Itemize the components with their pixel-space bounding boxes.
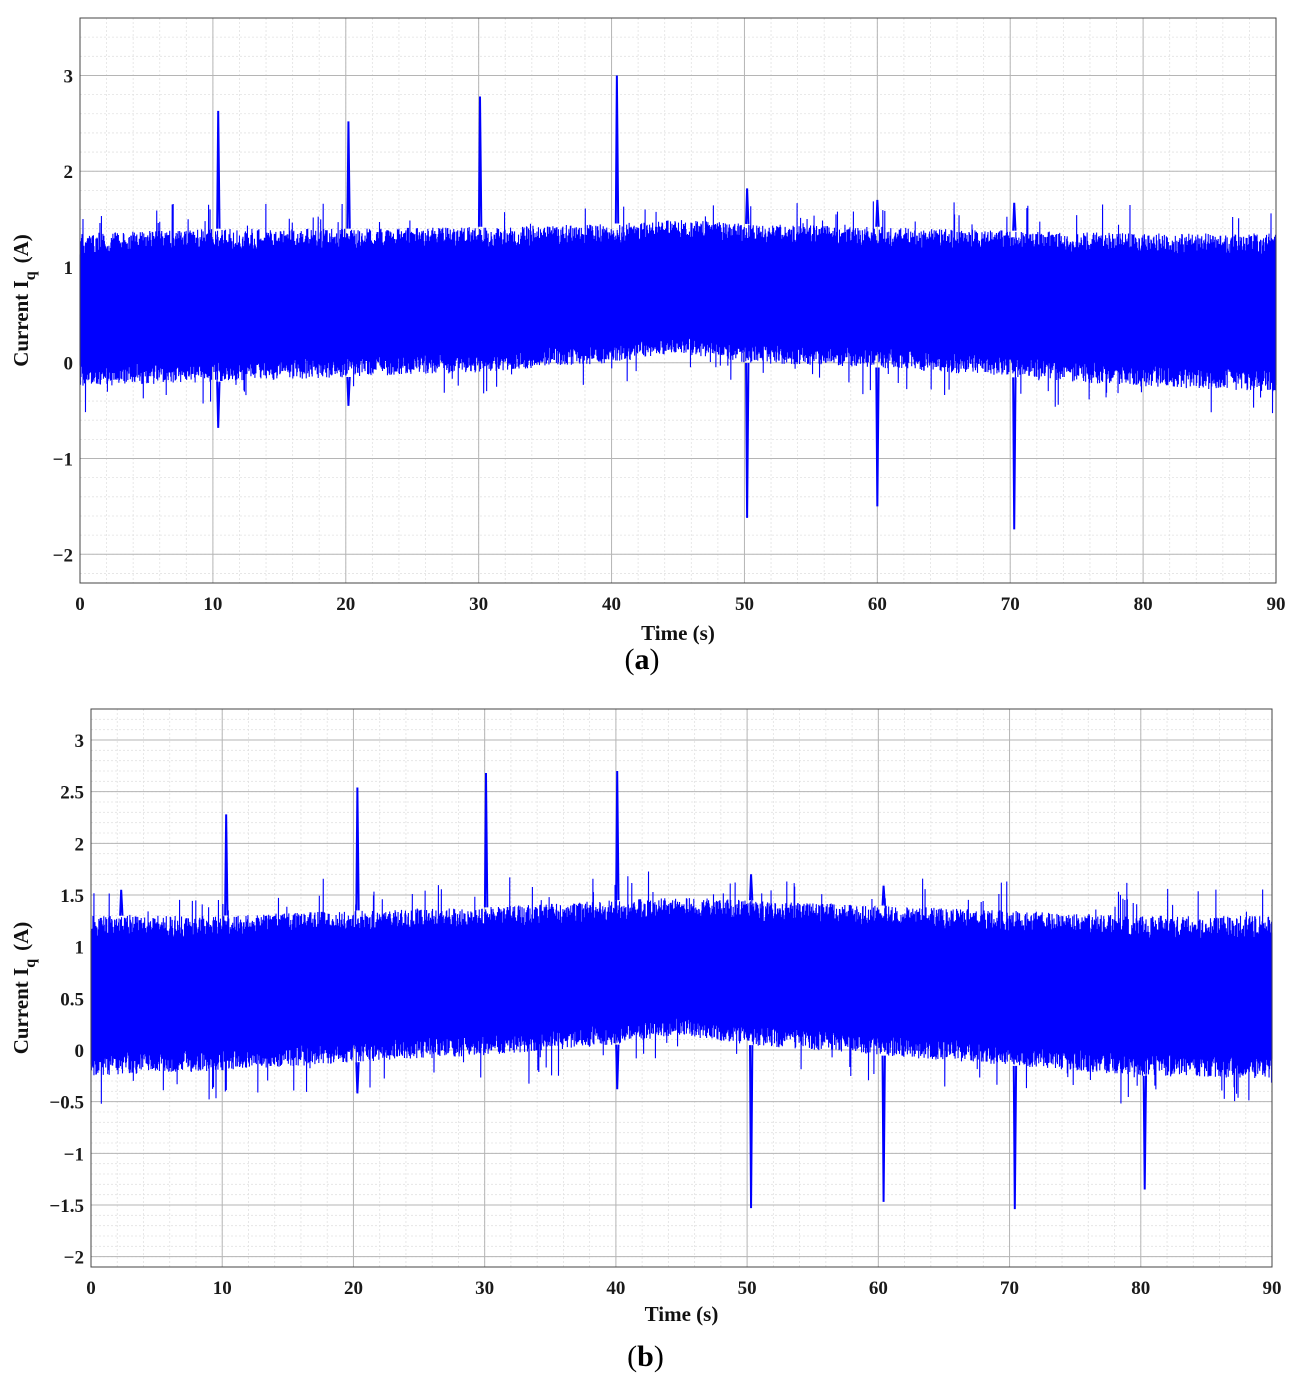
x-tick-label: 0 <box>75 594 85 615</box>
x-tick-label: 80 <box>1134 594 1153 615</box>
x-tick-label: 60 <box>868 594 887 615</box>
spike <box>875 199 880 227</box>
signal-core <box>91 917 1272 1055</box>
x-tick-label: 20 <box>336 594 355 615</box>
y-tick-labels: −2 −1.5 −1 −0.5 0 0.5 1 1.5 2 2.5 3 <box>49 731 84 1269</box>
spike <box>119 889 124 916</box>
x-axis-label: Time (s) <box>641 621 715 645</box>
spike <box>615 1044 620 1090</box>
spike <box>745 362 750 518</box>
y-tick-label: 2 <box>75 834 85 855</box>
y-tick-label: 2.5 <box>60 783 84 804</box>
plot-frame <box>79 17 1277 584</box>
x-tick-labels: 0 10 20 30 40 50 60 70 80 90 <box>86 1278 1281 1299</box>
x-tick-label: 0 <box>86 1278 96 1299</box>
y-axis-label: Current Iq(A) <box>9 234 39 367</box>
spike <box>346 121 351 229</box>
x-tick-label: 20 <box>344 1278 363 1299</box>
spike <box>881 885 886 906</box>
spike <box>216 381 221 428</box>
spike <box>881 1055 886 1202</box>
x-tick-label: 60 <box>869 1278 888 1299</box>
spike <box>224 814 229 916</box>
x-axis-label: Time (s) <box>645 1302 719 1326</box>
y-tick-label: 0.5 <box>60 989 84 1010</box>
x-tick-label: 10 <box>203 594 222 615</box>
panel-label: (b) <box>627 1340 664 1373</box>
x-tick-label: 50 <box>738 1278 757 1299</box>
spike <box>748 874 754 901</box>
spike <box>745 188 750 224</box>
x-tick-label: 30 <box>475 1278 494 1299</box>
x-tick-label: 70 <box>1000 1278 1019 1299</box>
spike <box>615 770 620 901</box>
x-tick-label: 30 <box>469 594 488 615</box>
y-tick-label: −2 <box>53 545 73 566</box>
y-tick-label: 0 <box>75 1041 85 1062</box>
spike <box>875 367 880 507</box>
spike <box>477 96 483 227</box>
y-tick-label: 1.5 <box>60 886 84 907</box>
x-tick-label: 80 <box>1131 1278 1150 1299</box>
spike <box>355 787 360 911</box>
signal-trace <box>79 75 1277 530</box>
y-tick-label: 2 <box>64 162 74 183</box>
x-tick-label: 40 <box>606 1278 625 1299</box>
x-tick-label: 70 <box>1001 594 1020 615</box>
y-tick-label: −1 <box>53 450 73 471</box>
spike <box>748 1045 754 1209</box>
y-tick-label: 1 <box>64 258 74 279</box>
y-tick-label: 3 <box>75 731 85 752</box>
y-tick-label: −1 <box>64 1144 84 1165</box>
y-tick-label: 3 <box>64 66 74 87</box>
x-tick-label: 90 <box>1263 1278 1282 1299</box>
chart-panel-b: 0 10 20 30 40 50 60 70 80 90 −2 −1.5 −1 −0.5 0 0.5 1 1.5… <box>9 708 1282 1373</box>
spike <box>346 376 351 406</box>
x-tick-label: 10 <box>213 1278 232 1299</box>
panel-label: (a) <box>625 643 660 676</box>
signal-core <box>80 239 1276 368</box>
y-tick-label: 0 <box>64 354 74 375</box>
x-tick-label: 90 <box>1267 594 1286 615</box>
y-tick-label: −1.5 <box>49 1196 84 1217</box>
spike <box>483 773 489 908</box>
spike <box>614 75 620 224</box>
plot-frame <box>90 708 1273 1268</box>
x-tick-label: 50 <box>735 594 754 615</box>
y-tick-label: −0.5 <box>49 1093 84 1114</box>
x-tick-label: 40 <box>602 594 621 615</box>
y-axis-label: Current Iq(A) <box>9 922 39 1055</box>
spike <box>1142 1075 1148 1190</box>
signal-trace <box>90 770 1273 1210</box>
spike <box>1012 1065 1018 1210</box>
y-tick-labels: −2 −1 0 1 2 3 <box>53 66 73 566</box>
spike <box>216 110 221 229</box>
chart-panel-a: 0 10 20 30 40 50 60 70 80 90 −2 −1 0 1 2 3 Time (s) Cu… <box>9 17 1286 676</box>
y-tick-label: −2 <box>64 1248 84 1269</box>
spike <box>1012 202 1017 231</box>
spike <box>1012 377 1017 530</box>
spike <box>355 1062 360 1094</box>
x-tick-labels: 0 10 20 30 40 50 60 70 80 90 <box>75 594 1285 615</box>
y-tick-label: 1 <box>75 938 85 959</box>
